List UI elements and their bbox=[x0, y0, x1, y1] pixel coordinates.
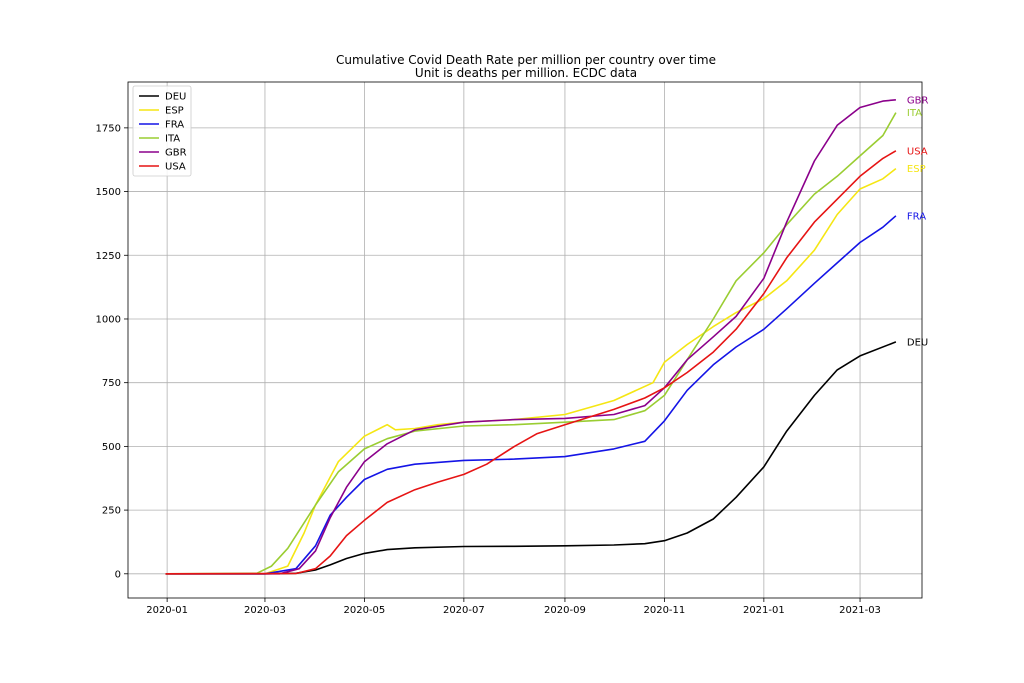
legend-label: DEU bbox=[165, 92, 186, 103]
y-tick-label: 1750 bbox=[96, 123, 121, 134]
y-tick-label: 250 bbox=[102, 506, 121, 517]
plot-area bbox=[127, 81, 923, 599]
legend-label: USA bbox=[165, 162, 186, 173]
legend-label: ESP bbox=[165, 106, 184, 117]
end-label-gbr: GBR bbox=[907, 95, 929, 106]
end-label-fra: FRA bbox=[907, 211, 926, 222]
x-axis: 2020-01 2020-03 2020-05 2020-07 2020-09 2020-… bbox=[146, 598, 881, 616]
series-lines bbox=[165, 99, 897, 575]
legend-label: GBR bbox=[165, 148, 187, 159]
series-line-fra bbox=[165, 215, 897, 575]
chart-subtitle: Unit is deaths per million. ECDC data bbox=[415, 66, 637, 80]
end-label-usa: USA bbox=[907, 146, 928, 157]
series-line-esp bbox=[165, 167, 897, 575]
x-tick-label: 2020-01 bbox=[146, 605, 188, 616]
y-tick-label: 1500 bbox=[96, 187, 121, 198]
y-tick-label: 0 bbox=[115, 569, 121, 580]
y-axis: 0 250 500 750 1000 1250 1500 1750 bbox=[96, 123, 128, 580]
series-end-labels: DEU ESP FRA ITA GBR USA bbox=[907, 95, 929, 348]
y-tick-label: 1000 bbox=[96, 314, 121, 325]
y-tick-label: 500 bbox=[102, 442, 121, 453]
legend-label: FRA bbox=[165, 120, 184, 131]
series-line-ita bbox=[165, 112, 897, 575]
x-tick-label: 2020-05 bbox=[344, 605, 386, 616]
series-line-gbr bbox=[165, 99, 896, 575]
x-tick-label: 2021-03 bbox=[839, 605, 881, 616]
x-tick-label: 2020-09 bbox=[544, 605, 586, 616]
series-line-deu bbox=[165, 341, 897, 575]
legend-label: ITA bbox=[165, 134, 180, 145]
end-label-deu: DEU bbox=[907, 337, 928, 348]
x-tick-label: 2020-03 bbox=[244, 605, 286, 616]
y-tick-label: 750 bbox=[102, 378, 121, 389]
legend-box bbox=[132, 85, 192, 177]
x-tick-label: 2020-07 bbox=[443, 605, 485, 616]
series-line-usa bbox=[165, 150, 897, 575]
end-label-ita: ITA bbox=[907, 108, 922, 119]
x-tick-label: 2021-01 bbox=[743, 605, 785, 616]
y-tick-label: 1250 bbox=[96, 251, 121, 262]
end-label-esp: ESP bbox=[907, 164, 926, 175]
x-tick-label: 2020-11 bbox=[643, 605, 685, 616]
legend: DEU ESP FRA ITA GBR USA bbox=[132, 85, 192, 177]
grid bbox=[128, 82, 922, 598]
chart-title: Cumulative Covid Death Rate per million … bbox=[336, 53, 716, 67]
